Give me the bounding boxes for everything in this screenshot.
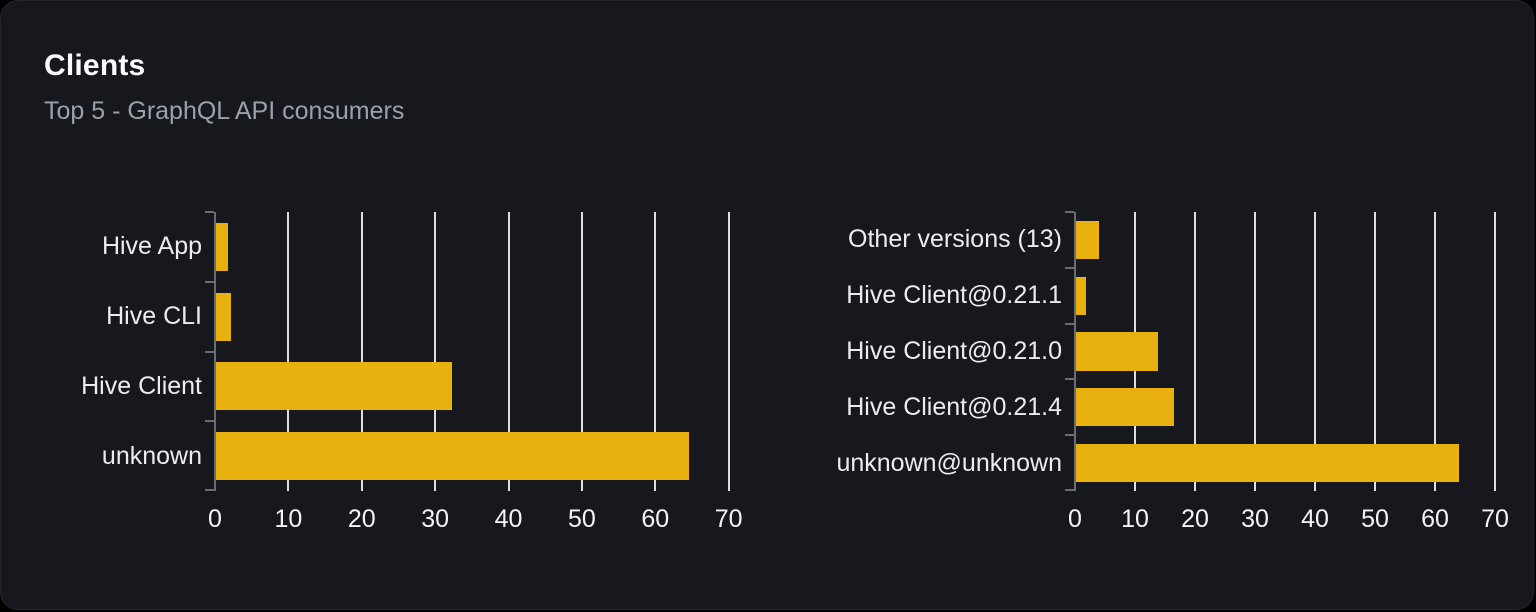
category-label: Hive App [101,232,202,261]
x-tick-label: 20 [1181,505,1209,533]
x-tick-label: 40 [494,505,523,533]
category-label: Other versions (13) [848,225,1062,254]
y-axis-tick [1065,489,1074,491]
gridline [580,212,583,491]
y-axis-tick [205,280,214,283]
bar[interactable] [1076,443,1459,483]
card-subtitle: Top 5 - GraphQL API consumers [44,97,405,125]
y-axis-tick [1065,434,1074,437]
gridline [434,212,437,491]
y-axis-tick [1065,211,1074,213]
gridline [654,212,657,491]
gridline [1194,212,1196,491]
bar[interactable] [1076,276,1087,315]
y-axis-tick [205,420,214,423]
gridline [1494,212,1496,491]
x-tick-label: 40 [1301,505,1329,533]
category-label: Hive Client@0.21.4 [846,392,1062,421]
gridline [1374,212,1376,491]
y-axis-tick [205,350,214,353]
y-axis-tick [1065,378,1074,381]
y-axis-tick [205,489,214,491]
gridline [507,212,510,491]
bar[interactable] [216,362,452,411]
x-tick-label: 70 [714,505,743,533]
bar[interactable] [1076,332,1159,371]
bar[interactable] [1076,388,1174,427]
x-tick-label: 0 [1068,505,1082,533]
x-tick-label: 20 [347,505,376,533]
category-label: Hive Client [81,371,202,400]
category-label: Hive Client@0.21.1 [846,281,1062,310]
gridline [1314,212,1316,491]
category-label: Hive Client@0.21.0 [846,336,1062,365]
gridline [1254,212,1256,491]
gridline [287,212,290,491]
category-label: unknown [101,441,202,470]
x-tick-label: 70 [1481,505,1509,533]
x-tick-label: 50 [1361,505,1389,533]
y-axis-line [1074,212,1076,491]
bar[interactable] [1076,220,1100,259]
y-axis-tick [205,211,214,213]
x-tick-label: 60 [1421,505,1449,533]
gridline [1434,212,1436,491]
y-axis-line [214,212,216,491]
bar[interactable] [216,222,228,271]
bar[interactable] [216,432,689,480]
y-axis-tick [1065,322,1074,325]
gridline [360,212,363,491]
clients-by-name-chart: 0 10 20 30 40 50 60 70 Hive App Hive CLI Hive Clie… [81,211,743,533]
category-label: Hive CLI [106,302,202,331]
x-tick-label: 10 [1121,505,1149,533]
x-tick-label: 30 [1241,505,1269,533]
category-label: unknown@unknown [836,448,1062,477]
bar[interactable] [216,292,232,341]
gridline [727,212,730,491]
x-tick-label: 10 [274,505,303,533]
card-title: Clients [44,49,146,82]
y-axis-tick [1065,266,1074,269]
x-tick-label: 50 [567,505,596,533]
clients-by-version-chart: 0 10 20 30 40 50 60 70 Other versions (13) Hive C… [836,211,1509,533]
x-tick-label: 60 [641,505,670,533]
x-tick-label: 30 [421,505,450,533]
x-tick-label: 0 [208,505,222,533]
